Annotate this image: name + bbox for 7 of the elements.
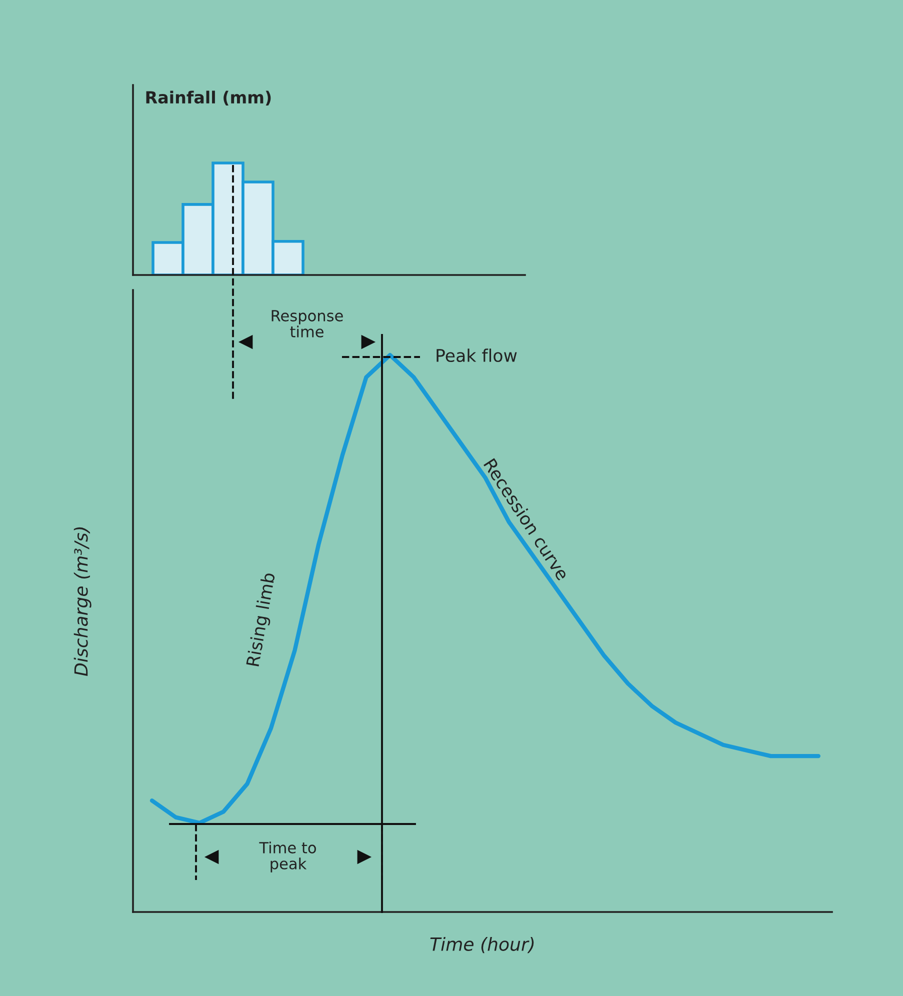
annotation: Peak flow xyxy=(436,348,517,362)
x-axis-title: Time (hour) xyxy=(430,937,534,954)
annotation: Rising limb xyxy=(246,572,278,667)
annotation: Time to peak xyxy=(259,842,316,872)
text: Response time xyxy=(272,310,343,338)
y-axis-title: Rainfall (mm) xyxy=(146,90,271,106)
y-axis-title: Discharge (m³/s) xyxy=(74,527,92,676)
